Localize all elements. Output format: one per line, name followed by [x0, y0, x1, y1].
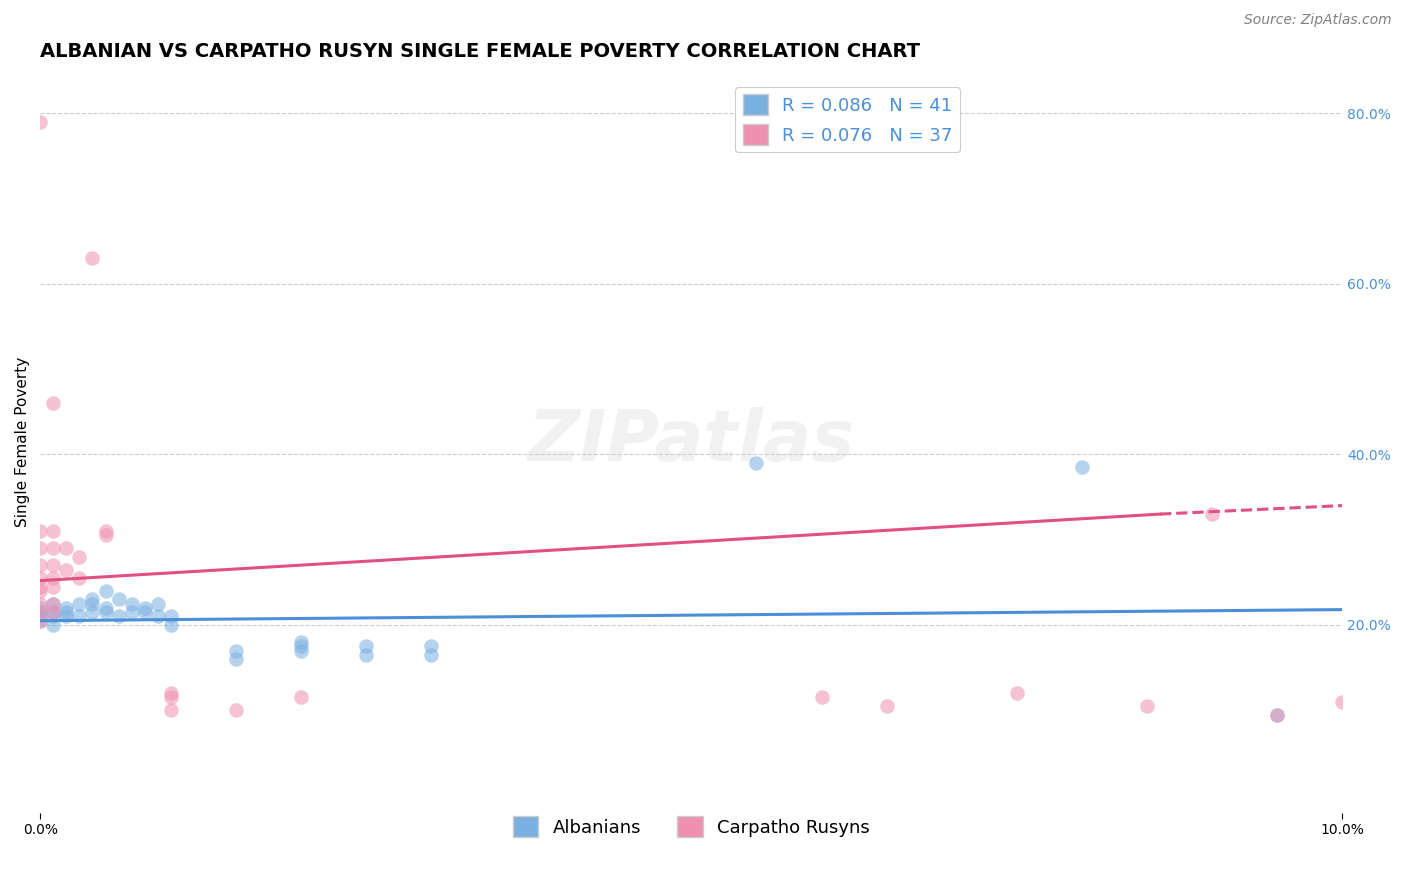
Point	[1070, 460, 1092, 475]
Point	[82, 252, 104, 266]
Point	[94, 524, 117, 538]
Point	[42, 609, 65, 624]
Point	[134, 605, 156, 619]
Point	[30, 541, 52, 556]
Point	[1005, 686, 1028, 700]
Point	[225, 652, 247, 666]
Point	[1265, 707, 1288, 722]
Point	[159, 690, 181, 705]
Point	[82, 597, 104, 611]
Point	[30, 605, 52, 619]
Point	[55, 541, 77, 556]
Point	[42, 597, 65, 611]
Text: ZIPatlas: ZIPatlas	[527, 407, 855, 476]
Point	[42, 605, 65, 619]
Point	[94, 605, 117, 619]
Point	[69, 571, 91, 585]
Point	[30, 601, 52, 615]
Point	[159, 703, 181, 717]
Point	[876, 698, 898, 713]
Point	[82, 605, 104, 619]
Point	[107, 609, 129, 624]
Point	[55, 605, 77, 619]
Point	[159, 686, 181, 700]
Point	[42, 524, 65, 538]
Point	[30, 571, 52, 585]
Point	[121, 597, 143, 611]
Point	[1265, 707, 1288, 722]
Point	[810, 690, 832, 705]
Point	[420, 648, 443, 662]
Point	[225, 703, 247, 717]
Legend: Albanians, Carpatho Rusyns: Albanians, Carpatho Rusyns	[506, 809, 877, 845]
Point	[1331, 695, 1354, 709]
Point	[94, 528, 117, 542]
Point	[30, 597, 52, 611]
Point	[30, 614, 52, 628]
Point	[30, 614, 52, 628]
Point	[1201, 507, 1223, 521]
Point	[121, 605, 143, 619]
Point	[55, 609, 77, 624]
Point	[30, 605, 52, 619]
Point	[30, 558, 52, 573]
Point	[42, 605, 65, 619]
Point	[69, 609, 91, 624]
Point	[30, 115, 52, 129]
Text: ALBANIAN VS CARPATHO RUSYN SINGLE FEMALE POVERTY CORRELATION CHART: ALBANIAN VS CARPATHO RUSYN SINGLE FEMALE…	[41, 42, 921, 61]
Point	[69, 549, 91, 564]
Point	[354, 648, 377, 662]
Point	[159, 609, 181, 624]
Text: Source: ZipAtlas.com: Source: ZipAtlas.com	[1244, 13, 1392, 28]
Point	[354, 640, 377, 654]
Point	[146, 609, 169, 624]
Point	[290, 640, 312, 654]
Point	[134, 601, 156, 615]
Point	[82, 592, 104, 607]
Point	[42, 558, 65, 573]
Point	[42, 597, 65, 611]
Point	[94, 601, 117, 615]
Point	[290, 635, 312, 649]
Point	[1136, 698, 1159, 713]
Point	[55, 601, 77, 615]
Point	[42, 571, 65, 585]
Point	[290, 690, 312, 705]
Point	[30, 524, 52, 538]
Point	[420, 640, 443, 654]
Point	[94, 583, 117, 598]
Point	[159, 618, 181, 632]
Point	[745, 456, 768, 470]
Point	[55, 562, 77, 576]
Point	[107, 592, 129, 607]
Point	[146, 597, 169, 611]
Y-axis label: Single Female Poverty: Single Female Poverty	[15, 357, 30, 527]
Point	[30, 583, 52, 598]
Point	[30, 609, 52, 624]
Point	[42, 541, 65, 556]
Point	[42, 396, 65, 410]
Point	[42, 618, 65, 632]
Point	[42, 580, 65, 594]
Point	[30, 580, 52, 594]
Point	[69, 597, 91, 611]
Point	[225, 643, 247, 657]
Point	[290, 643, 312, 657]
